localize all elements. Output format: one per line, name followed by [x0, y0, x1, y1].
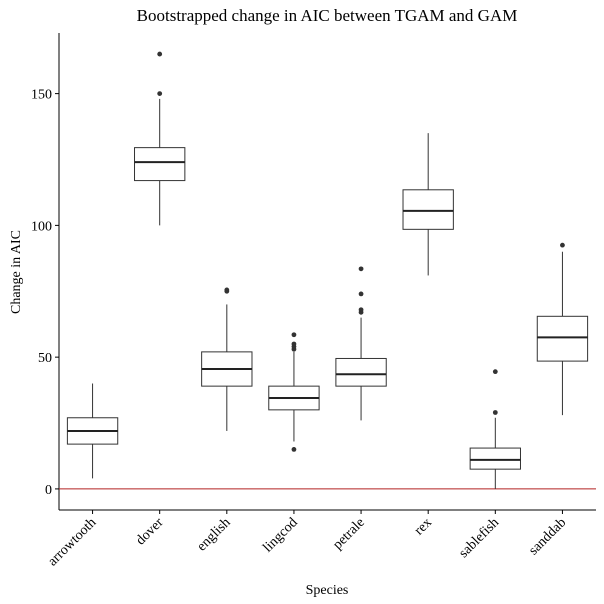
x-tick-label: rex: [412, 515, 435, 538]
box: [335, 357, 387, 387]
y-tick-label: 0: [45, 483, 52, 498]
box: [402, 189, 454, 230]
outlier-point: [224, 287, 230, 293]
y-tick-label: 100: [31, 219, 52, 234]
outlier-point: [492, 410, 498, 415]
outlier-point: [492, 369, 498, 375]
outlier-point: [291, 332, 297, 338]
plot-area: 0 50 100 150 arrowtooth dover english lingcod pe…: [31, 33, 596, 569]
x-tick-label: lingcod: [260, 515, 300, 555]
x-tick-label: petrale: [330, 515, 368, 553]
outlier-point: [291, 446, 297, 452]
x-tick-label: arrowtooth: [45, 515, 99, 569]
outlier-point: [358, 307, 364, 313]
outlier-point: [358, 291, 364, 297]
box: [134, 147, 186, 182]
outlier-point: [560, 242, 565, 248]
y-tick-label: 50: [38, 351, 52, 366]
x-tick-label: english: [194, 515, 233, 554]
outlier-point: [157, 51, 163, 57]
outlier-point: [157, 91, 163, 97]
y-axis-label: Change in AIC: [9, 230, 24, 314]
x-tick-label: sanddab: [526, 515, 569, 558]
box: [536, 315, 589, 362]
outlier-point: [291, 341, 297, 347]
box: [469, 447, 521, 470]
y-tick-label: 150: [31, 88, 52, 103]
outlier-point: [358, 266, 364, 272]
x-axis-label: Species: [306, 583, 349, 598]
x-tick-label: dover: [133, 515, 166, 548]
x-tick-label: sablefish: [456, 515, 502, 561]
chart-title: Bootstrapped change in AIC between TGAM …: [137, 6, 518, 25]
